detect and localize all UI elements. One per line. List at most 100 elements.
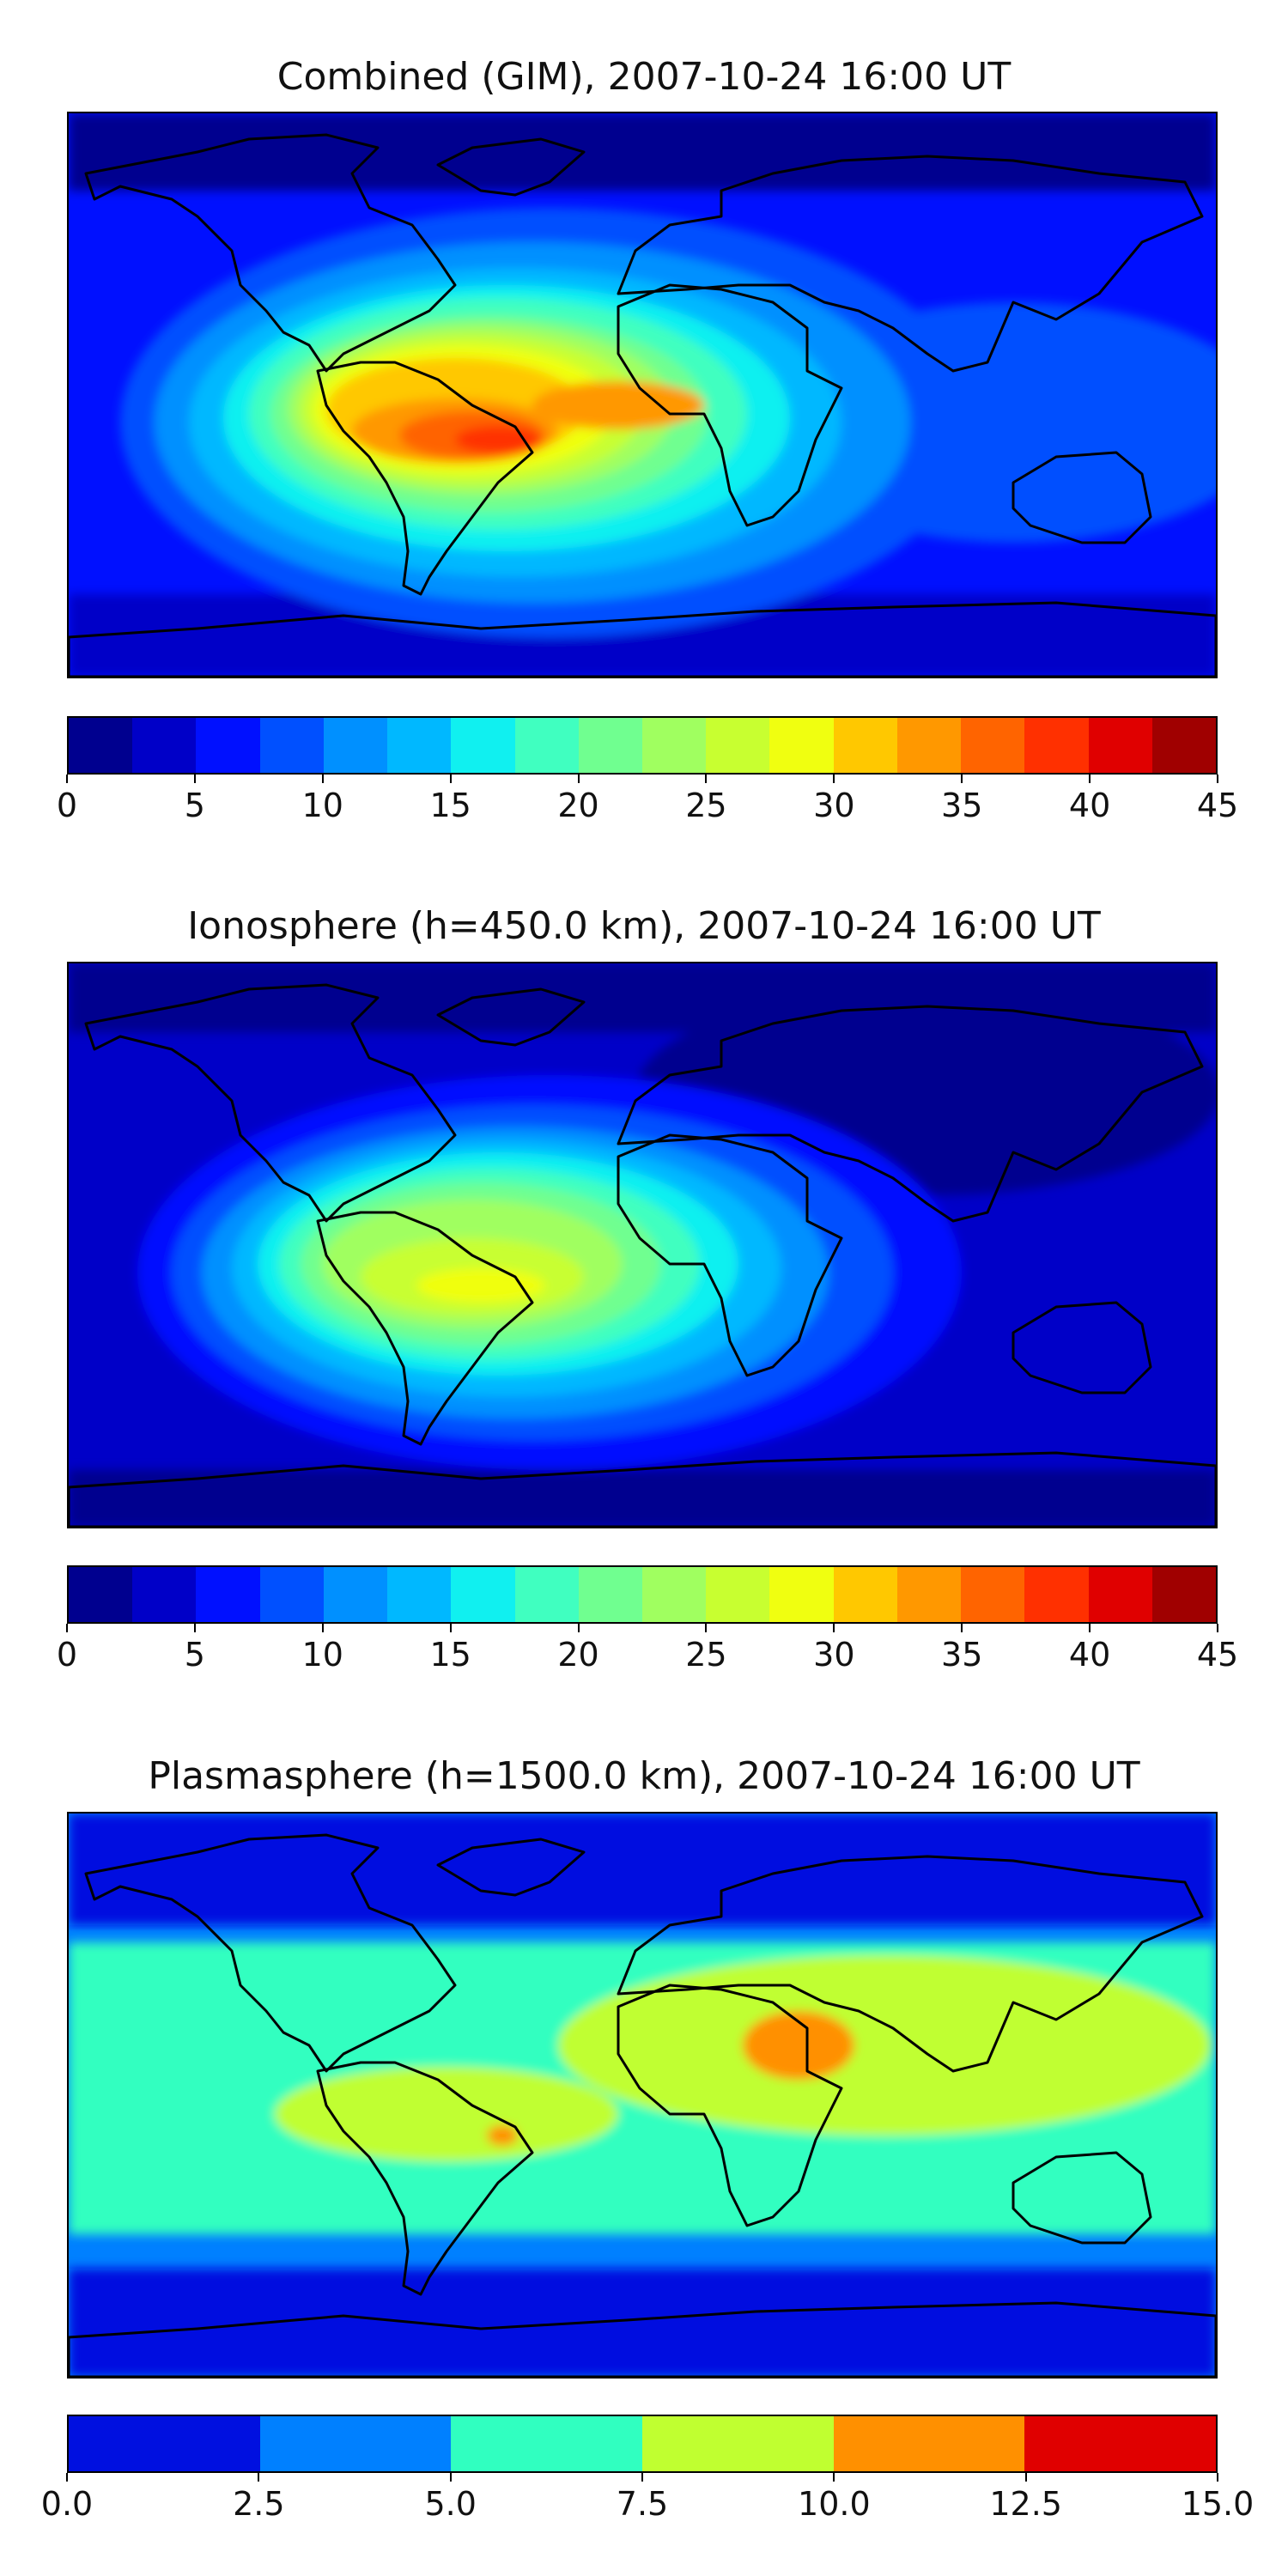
coastline	[617, 283, 843, 527]
colorbar-tick	[258, 2473, 260, 2482]
contour-region	[532, 381, 704, 429]
coastline	[617, 1005, 1204, 1223]
colorbar-segment	[1088, 1567, 1152, 1622]
contour-region	[275, 2067, 618, 2161]
colorbar-tick-label: 5	[184, 1636, 205, 1674]
coastline	[69, 2301, 1216, 2377]
colorbar-segment	[69, 1567, 133, 1622]
panel3-colorbar	[67, 2415, 1218, 2473]
colorbar-tick	[66, 2473, 68, 2482]
colorbar-segment	[196, 1567, 260, 1622]
contour-region	[743, 2011, 854, 2080]
colorbar-tick	[449, 2473, 452, 2482]
colorbar-segment	[69, 2416, 260, 2471]
coastline	[84, 133, 457, 373]
panel1-map	[67, 112, 1218, 678]
coastline	[69, 1451, 1216, 1527]
colorbar-segment	[578, 1567, 642, 1622]
colorbar-segment	[896, 718, 962, 773]
colorbar-segment	[642, 2416, 834, 2471]
colorbar-tick-label: 40	[1068, 1636, 1111, 1674]
colorbar-segment	[769, 718, 834, 773]
panel2-map	[67, 962, 1218, 1528]
colorbar-tick	[705, 775, 708, 783]
colorbar-segment	[387, 1567, 452, 1622]
panel1-colorbar-ticks: 0 5 10 15 20 25 30 35 40 45	[57, 775, 1238, 826]
colorbar-tick-label: 25	[685, 1636, 727, 1674]
colorbar-segment	[196, 718, 260, 773]
colorbar-tick	[1089, 1624, 1091, 1632]
panel2-title: Ionosphere (h=450.0 km), 2007-10-24 16:0…	[187, 904, 1101, 948]
colorbar-segment	[514, 718, 579, 773]
colorbar-segment	[641, 718, 707, 773]
colorbar-tick	[321, 775, 324, 783]
colorbar-segment	[451, 2416, 643, 2471]
colorbar-tick	[193, 775, 196, 783]
coastline	[1012, 451, 1152, 544]
panel2-contour-plot	[69, 963, 1216, 1527]
colorbar-segment	[1024, 2416, 1217, 2471]
colorbar-tick-label: 5	[184, 787, 205, 824]
colorbar-segment	[69, 718, 133, 773]
colorbar-segment	[833, 2416, 1025, 2471]
colorbar-segment	[833, 1567, 897, 1622]
colorbar-tick	[961, 1624, 963, 1632]
colorbar-tick	[321, 1624, 324, 1632]
colorbar-segment	[896, 1567, 962, 1622]
coastline	[436, 1838, 586, 1897]
contour-region	[69, 2269, 1216, 2377]
colorbar-tick	[1089, 775, 1091, 783]
coastline	[316, 1211, 534, 1446]
colorbar-segment	[1151, 1567, 1216, 1622]
contour-region	[69, 1814, 1216, 1925]
colorbar-segment	[514, 1567, 579, 1622]
colorbar-tick	[449, 1624, 452, 1632]
colorbar-tick-label: 12.5	[989, 2485, 1062, 2523]
colorbar-segment	[769, 1567, 834, 1622]
coastline	[436, 987, 586, 1047]
colorbar-segment	[1024, 1567, 1089, 1622]
colorbar-segment	[706, 1567, 770, 1622]
coastline	[84, 1833, 457, 2073]
colorbar-tick-label: 30	[813, 1636, 855, 1674]
colorbar-segment	[132, 1567, 197, 1622]
colorbar-tick-label: 40	[1068, 787, 1111, 824]
colorbar-tick-label: 15.0	[1181, 2485, 1255, 2523]
colorbar-tick	[193, 1624, 196, 1632]
colorbar-tick-label: 20	[557, 787, 599, 824]
colorbar-segment	[1024, 718, 1089, 773]
colorbar-tick-label: 30	[813, 787, 855, 824]
colorbar-segment	[259, 718, 324, 773]
panel3-colorbar-ticks: 0.0 2.5 5.0 7.5 10.0 12.5 15.0	[41, 2473, 1254, 2524]
panel1-colorbar	[67, 716, 1218, 775]
colorbar-tick-label: 35	[941, 787, 983, 824]
colorbar-tick	[1217, 1624, 1218, 1632]
colorbar-tick-label: 45	[1196, 1636, 1239, 1674]
coastline	[1012, 1301, 1152, 1394]
colorbar-segment	[387, 718, 452, 773]
colorbar-tick	[1024, 2473, 1027, 2482]
coastline	[617, 1984, 843, 2227]
contour-region	[558, 1955, 1211, 2136]
coastline	[84, 983, 457, 1223]
colorbar-tick-label: 2.5	[233, 2485, 285, 2523]
contour-region	[69, 113, 1216, 191]
colorbar-tick-label: 0	[56, 787, 78, 824]
colorbar-tick-label: 10	[301, 787, 343, 824]
colorbar-segment	[641, 1567, 707, 1622]
coastline	[316, 361, 534, 596]
colorbar-tick-label: 45	[1196, 787, 1239, 824]
panel3-contour-plot	[69, 1814, 1216, 2377]
contour-region	[69, 1470, 1216, 1527]
panel2-colorbar	[67, 1565, 1218, 1624]
colorbar-segment	[961, 718, 1025, 773]
colorbar-segment	[323, 1567, 388, 1622]
colorbar-tick	[66, 775, 68, 783]
coastline	[436, 137, 586, 197]
coastline	[316, 2061, 534, 2296]
colorbar-tick-label: 15	[429, 1636, 471, 1674]
colorbar-tick-label: 20	[557, 1636, 599, 1674]
colorbar-tick-label: 7.5	[616, 2485, 669, 2523]
colorbar-tick	[833, 2473, 835, 2482]
panel3-title: Plasmasphere (h=1500.0 km), 2007-10-24 1…	[148, 1754, 1140, 1798]
